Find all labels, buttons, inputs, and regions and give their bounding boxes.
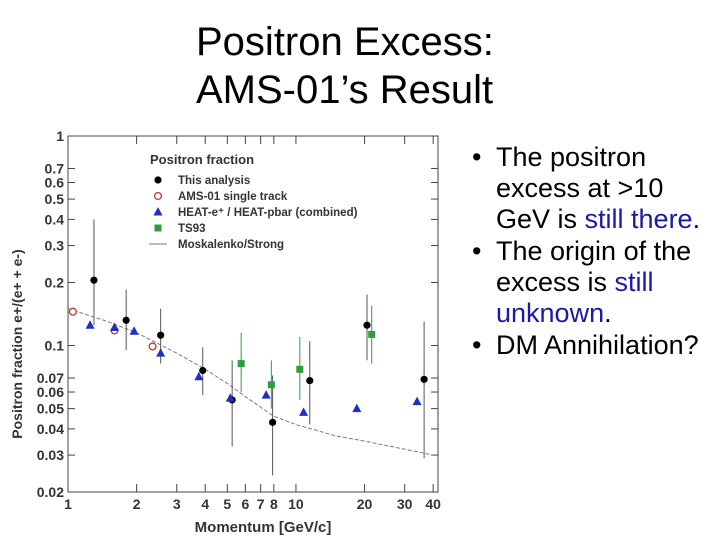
title-line-2: AMS-01’s Result: [196, 68, 494, 112]
data-point: [122, 316, 130, 324]
bullet-end: .: [692, 204, 701, 234]
chart-svg: 0.020.030.040.050.060.070.10.20.30.40.50…: [9, 128, 441, 536]
chart-legend: Positron fraction This analysis AMS-01 sin…: [149, 152, 358, 251]
y-tick-label: 0.04: [37, 421, 64, 437]
data-point: [299, 407, 309, 416]
data-point: [110, 322, 120, 331]
x-tick-label: 1: [64, 496, 72, 512]
data-point: [352, 403, 362, 413]
data-point: [225, 393, 235, 402]
bullet-dot: •: [472, 236, 482, 266]
title-line-1: Positron Excess:: [196, 20, 494, 64]
data-point: [363, 321, 371, 329]
bullet-highlight: still unknown: [496, 267, 654, 328]
y-tick-label: 1: [56, 128, 64, 144]
x-tick-label: 7: [257, 496, 265, 512]
data-point: [237, 360, 245, 368]
y-tick-label: 0.02: [37, 484, 64, 500]
y-tick-label: 0.3: [45, 238, 65, 254]
data-point: [296, 365, 304, 373]
legend-marker: [154, 224, 162, 232]
y-tick-label: 0.06: [37, 384, 64, 400]
x-axis-label: Momentum [GeV/c]: [195, 519, 332, 536]
x-tick-label: 30: [397, 496, 413, 512]
positron-fraction-chart: 0.02 0.03 0.04 0.05 0.06 0.07 0.1 0.2 0.3 0.4 0.5 0…: [0, 128, 450, 540]
data-point: [68, 307, 77, 316]
x-tick-label: 40: [425, 496, 441, 512]
data-point: [85, 320, 95, 329]
x-tick-label: 6: [241, 496, 249, 512]
data-point: [194, 371, 204, 381]
x-tick-label: 3: [173, 496, 181, 512]
chart-marks: [67, 219, 434, 476]
bullet-list: • The positron excess at >10 GeV is stil…: [468, 142, 720, 362]
data-point: [199, 366, 207, 375]
data-point: [129, 326, 139, 335]
bullet-text: The origin of the excess is: [496, 236, 692, 297]
bullet-text: DM Annihilation?: [496, 330, 699, 360]
x-tick-label: 8: [270, 496, 278, 512]
bullet-item: • The origin of the excess is still unkn…: [468, 236, 720, 329]
slide-title: Positron Excess: AMS-01’s Result: [196, 18, 616, 114]
data-point: [148, 342, 157, 351]
legend-marker: [153, 191, 163, 201]
y-tick-label: 0.1: [45, 338, 65, 354]
legend-label: TS93: [178, 223, 206, 235]
y-tick-label: 0.6: [45, 174, 65, 190]
bullet-highlight: still there: [584, 204, 693, 234]
chart-title: Positron fraction: [150, 152, 254, 167]
data-point: [267, 381, 275, 389]
legend-label: AMS-01 single track: [178, 191, 288, 203]
data-point: [420, 375, 428, 383]
y-tick-label: 0.05: [37, 401, 64, 417]
y-tick-label: 0.4: [45, 211, 65, 227]
data-point: [306, 377, 314, 385]
y-tick-label: 0.07: [37, 370, 64, 386]
y-tick-label: 0.5: [45, 191, 65, 207]
chart-axes: 0.020.030.040.050.060.070.10.20.30.40.50…: [9, 128, 441, 536]
x-tick-label: 4: [201, 496, 209, 512]
data-point: [90, 276, 98, 284]
legend-label: Moskalenko/Strong: [178, 239, 284, 251]
x-tick-label: 2: [133, 496, 141, 512]
legend-marker: [153, 207, 163, 216]
legend-marker: [154, 176, 162, 184]
y-tick-label: 0.03: [37, 447, 64, 463]
legend-label: This analysis: [178, 175, 250, 187]
bullet-end: .: [604, 298, 612, 328]
y-axis-label: Positron fraction e+/(e+ + e-): [9, 249, 25, 438]
x-tick-label: 20: [357, 496, 373, 512]
data-point: [156, 348, 166, 357]
data-point: [412, 396, 422, 406]
data-point: [368, 330, 376, 338]
model-curve: [67, 308, 434, 456]
plot-frame: [67, 135, 439, 493]
x-tick-label: 10: [288, 496, 304, 512]
y-tick-label: 0.2: [45, 274, 65, 290]
data-point: [261, 390, 271, 399]
data-point: [269, 418, 277, 426]
bullet-dot: •: [472, 330, 482, 360]
data-point: [157, 331, 165, 339]
legend-label: HEAT-e⁺ / HEAT-pbar (combined): [178, 207, 358, 219]
bullet-item: • The positron excess at >10 GeV is stil…: [468, 142, 720, 235]
bullet-text: The positron excess at >10 GeV is: [496, 142, 664, 234]
y-tick-label: 0.7: [45, 160, 65, 176]
x-tick-label: 5: [223, 496, 231, 512]
bullet-item: • DM Annihilation?: [468, 330, 720, 361]
bullet-dot: •: [472, 142, 482, 172]
